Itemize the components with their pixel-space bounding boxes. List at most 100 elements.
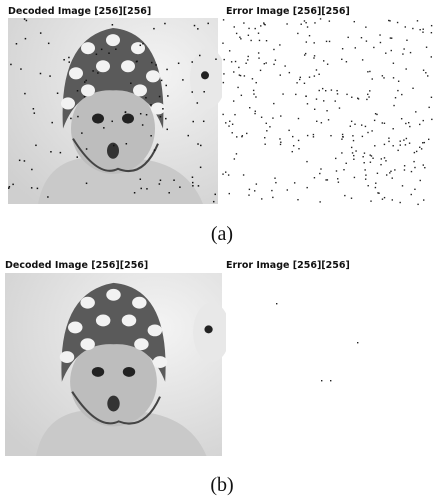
error-pixel (288, 130, 289, 131)
noise-pixel (37, 188, 39, 190)
error-pixel (362, 136, 363, 137)
error-pixel (243, 174, 244, 175)
error-pixel (364, 169, 365, 170)
error-pixel (263, 22, 264, 23)
noise-pixel (192, 176, 194, 178)
error-pixel (248, 35, 249, 36)
error-pixel (241, 136, 242, 137)
hat-dot (106, 34, 120, 46)
error-pixel (254, 113, 255, 114)
hat-dot (96, 315, 110, 327)
error-pixel (413, 161, 414, 162)
error-pixel (264, 24, 265, 25)
error-pixel (343, 169, 344, 170)
error-pixel (236, 136, 237, 137)
error-pixel (351, 97, 352, 98)
noise-pixel (24, 93, 26, 95)
error-pixel (391, 50, 392, 51)
error-pixel (354, 177, 355, 178)
error-pixel (355, 150, 356, 151)
error-pixel (305, 53, 306, 54)
error-pixel (305, 96, 306, 97)
noise-pixel (130, 83, 132, 85)
noise-pixel (166, 69, 168, 71)
error-pixel (330, 380, 331, 381)
error-pixel (294, 182, 295, 183)
error-pixel (269, 126, 270, 127)
error-pixel (314, 55, 315, 56)
mouth (107, 396, 119, 412)
error-pixel (388, 20, 389, 21)
noise-pixel (40, 32, 42, 34)
hat-dot (96, 60, 110, 72)
error-pixel (255, 96, 256, 97)
error-pixel (411, 171, 412, 172)
caption: (a) (211, 223, 233, 245)
error-pixel (222, 43, 223, 44)
error-pixel (347, 37, 348, 38)
hat-dot (134, 338, 148, 350)
error-pixel (337, 93, 338, 94)
error-pixel (335, 158, 336, 159)
noise-pixel (31, 169, 32, 171)
error-pixel (300, 77, 301, 78)
error-pixel (243, 22, 244, 23)
noise-pixel (188, 135, 190, 137)
error-pixel (431, 97, 432, 98)
error-pixel (431, 119, 432, 120)
error-bg (226, 273, 431, 456)
error-pixel (365, 174, 366, 175)
error-pixel (273, 103, 274, 104)
decoded-title: Decoded Image [256][256] (5, 260, 148, 271)
noise-pixel (154, 149, 156, 151)
hat-dot (121, 60, 135, 72)
error-pixel (276, 303, 277, 304)
error-pixel (301, 24, 302, 25)
error-pixel (265, 62, 266, 63)
error-pixel (368, 185, 369, 186)
error-pixel (416, 151, 417, 152)
noise-pixel (200, 145, 202, 147)
error-pixel (353, 159, 354, 160)
error-pixel (319, 201, 320, 202)
error-pixel (380, 42, 381, 43)
hat-dot (81, 84, 95, 96)
noise-pixel (70, 118, 72, 120)
error-pixel (273, 64, 274, 65)
error-pixel (313, 57, 314, 58)
error-pixel (325, 90, 326, 91)
decoded-image (5, 273, 230, 456)
error-pixel (328, 119, 329, 120)
error-pixel (354, 124, 355, 125)
error-pixel (388, 141, 389, 142)
error-pixel (402, 53, 403, 54)
hat-dot (148, 324, 162, 336)
error-pixel (411, 194, 412, 195)
error-pixel (382, 122, 383, 123)
error-pixel (228, 174, 229, 175)
noise-pixel (192, 121, 194, 123)
noise-pixel (31, 187, 33, 189)
error-pixel (414, 167, 415, 168)
noise-pixel (161, 80, 163, 82)
error-pixel (383, 77, 384, 78)
error-pixel (405, 123, 406, 124)
noise-pixel (200, 167, 202, 169)
noise-pixel (140, 178, 142, 180)
error-pixel (236, 33, 237, 34)
error-pixel (232, 124, 233, 125)
error-pixel (431, 32, 432, 33)
error-pixel (331, 89, 332, 90)
decoded-title: Decoded Image [256][256] (8, 6, 151, 17)
error-pixel (238, 67, 239, 68)
error-pixel (304, 20, 305, 21)
error-pixel (425, 72, 426, 73)
error-pixel (369, 90, 370, 91)
error-pixel (337, 178, 338, 179)
error-pixel (424, 142, 425, 143)
error-pixel (330, 135, 331, 136)
noise-pixel (101, 49, 103, 51)
error-pixel (316, 69, 317, 70)
noise-pixel (51, 122, 53, 124)
noise-pixel (33, 108, 35, 110)
